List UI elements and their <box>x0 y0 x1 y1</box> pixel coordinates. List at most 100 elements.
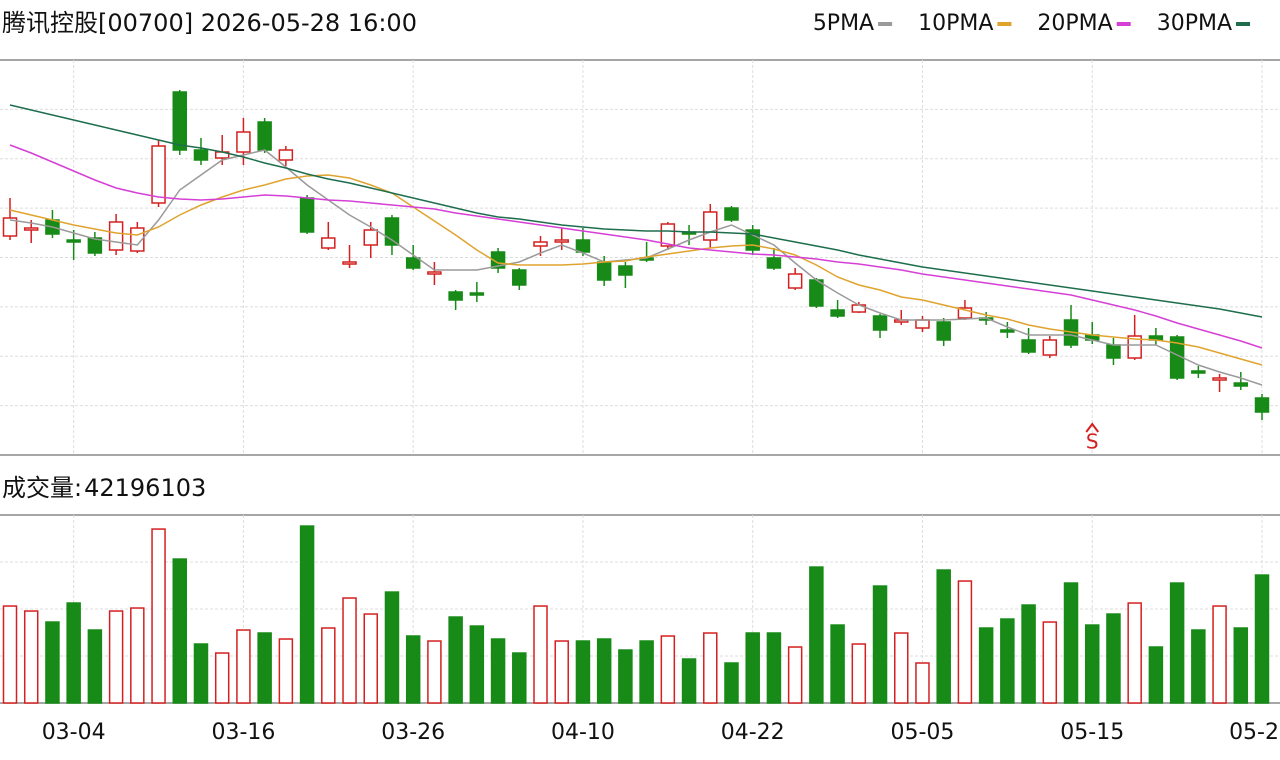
candle-body <box>278 149 294 161</box>
volume-bar <box>278 638 294 704</box>
volume-bar <box>45 621 60 704</box>
volume-bar <box>405 635 421 704</box>
volume-bar <box>87 629 103 704</box>
ma-line <box>9 144 1263 349</box>
candle-body <box>1191 370 1206 374</box>
legend-label: 30PMA <box>1157 11 1232 36</box>
volume-bar <box>1148 646 1164 704</box>
candle-body <box>766 257 782 269</box>
volume-bar <box>787 646 803 704</box>
candle-body <box>66 239 81 243</box>
candle-body <box>830 309 845 317</box>
volume-bar <box>384 591 400 704</box>
volume-bar <box>469 625 485 704</box>
volume-bar <box>342 597 357 704</box>
ma-line <box>9 174 1263 366</box>
volume-bar <box>1254 574 1270 704</box>
candle-body <box>1042 339 1058 356</box>
volume-bar <box>108 610 124 704</box>
volume-bar <box>660 635 676 704</box>
volume-bar <box>766 632 782 704</box>
volume-bar <box>596 638 612 704</box>
candle-body <box>660 223 676 247</box>
volume-bar <box>703 632 718 704</box>
candle-body <box>1233 382 1249 387</box>
candle-body <box>342 261 357 265</box>
candle-body <box>299 197 315 233</box>
volume-bar <box>681 658 697 704</box>
legend-label: 10PMA <box>918 11 993 36</box>
volume-bar <box>512 652 527 704</box>
x-tick-label: 05-15 <box>1060 720 1124 745</box>
volume-bar <box>915 662 930 704</box>
candle-body <box>363 229 378 246</box>
volume-bar <box>575 640 591 704</box>
candle-body <box>151 145 166 204</box>
volume-bar <box>448 616 463 704</box>
candle-body <box>809 279 824 307</box>
candle-body <box>257 121 272 151</box>
candle-body <box>405 257 421 269</box>
candle-body <box>575 239 591 253</box>
volume-bar <box>321 627 336 704</box>
volume-bar <box>1021 604 1036 704</box>
candle-body <box>596 261 612 281</box>
candle-body <box>724 207 739 221</box>
candle-body <box>469 292 485 296</box>
signal-arrow <box>1085 422 1100 433</box>
volume-bar <box>554 640 569 704</box>
legend-label: 20PMA <box>1037 11 1112 36</box>
x-tick-label: 03-16 <box>211 720 275 745</box>
volume-bar <box>427 640 442 704</box>
volume-bar <box>1106 613 1121 704</box>
candle-body <box>554 239 569 243</box>
volume-bar <box>236 629 251 704</box>
volume-bar <box>978 627 994 704</box>
volume-bar <box>23 610 39 704</box>
volume-bar <box>363 613 378 704</box>
volume-bar <box>490 638 506 704</box>
x-tick-label: 04-22 <box>721 720 785 745</box>
volume-bar <box>1063 582 1079 704</box>
chart-title: 腾讯控股[00700] 2026-05-28 16:00 <box>2 9 417 37</box>
candle-body <box>1127 335 1142 359</box>
volume-bar <box>809 566 824 704</box>
candle-body <box>448 291 463 301</box>
candle-body <box>533 241 548 247</box>
volume-bar <box>1042 621 1058 704</box>
volume-bar <box>618 649 633 704</box>
candle-body <box>872 315 888 331</box>
volume-bar <box>1212 605 1227 704</box>
volume-bar <box>1233 627 1249 704</box>
ma-line <box>9 149 1263 386</box>
volume-value: 42196103 <box>84 474 206 502</box>
volume-bar <box>1127 602 1142 704</box>
legend: 30PMA 20PMA 10PMA 5PMA <box>813 11 1250 36</box>
volume-bar <box>151 528 166 704</box>
candle-body <box>108 221 124 251</box>
candle-body <box>87 237 103 254</box>
candle-body <box>936 321 951 341</box>
candle-body <box>427 271 442 275</box>
x-tick-label: 05-2 <box>1229 720 1279 745</box>
volume-bar <box>1000 618 1015 704</box>
candle-body <box>384 217 400 246</box>
volume-bar <box>936 569 951 704</box>
volume-bar <box>214 652 230 704</box>
ma-line <box>9 104 1263 318</box>
legend-label: 5PMA <box>813 11 874 36</box>
signal-label: S <box>1086 430 1099 454</box>
candle-body <box>321 237 336 249</box>
x-tick-label: 04-10 <box>551 720 615 745</box>
volume-bar <box>957 580 973 704</box>
volume-bar <box>193 643 209 704</box>
candle-body <box>618 265 633 276</box>
candle-body <box>1212 377 1227 381</box>
x-tick-label: 03-04 <box>42 720 106 745</box>
volume-bar <box>872 585 888 704</box>
candle-body <box>193 149 209 161</box>
candle-body <box>1254 397 1270 413</box>
volume-bar <box>830 624 845 704</box>
